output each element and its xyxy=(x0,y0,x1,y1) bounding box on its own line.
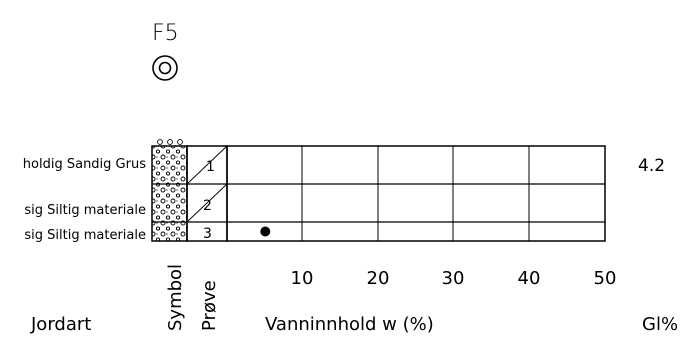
sample-number: 3 xyxy=(203,226,212,242)
axis-tick-label: 10 xyxy=(291,268,314,289)
water-content-points xyxy=(260,226,271,237)
water-content-grid xyxy=(226,145,606,242)
axis-tick-label: 40 xyxy=(518,268,541,289)
concentric-circle-icon xyxy=(152,55,178,81)
sample-number: 2 xyxy=(203,198,212,214)
layer-description: sig Siltig materiale xyxy=(24,203,146,218)
gl-value: 4.2 xyxy=(638,156,665,176)
soil-column-label: Jordart xyxy=(30,314,91,335)
symbol-column-label: Symbol xyxy=(165,264,186,331)
water-content-point xyxy=(260,226,271,237)
axis-tick-label: 30 xyxy=(442,268,465,289)
borehole-id: F5 xyxy=(152,21,179,46)
axis-tick-label: 20 xyxy=(367,268,390,289)
sample-number: 1 xyxy=(206,159,215,175)
sample-column-label: Prøve xyxy=(199,280,220,331)
layer-description: sig Siltig materiale xyxy=(24,228,146,243)
gl-column-label: Gl% xyxy=(642,314,678,335)
axis-tick-label: 50 xyxy=(594,268,617,289)
axis-label: Vanninnhold w (%) xyxy=(265,314,434,335)
symbol-column xyxy=(151,139,188,242)
layer-description: holdig Sandig Grus xyxy=(23,157,146,172)
